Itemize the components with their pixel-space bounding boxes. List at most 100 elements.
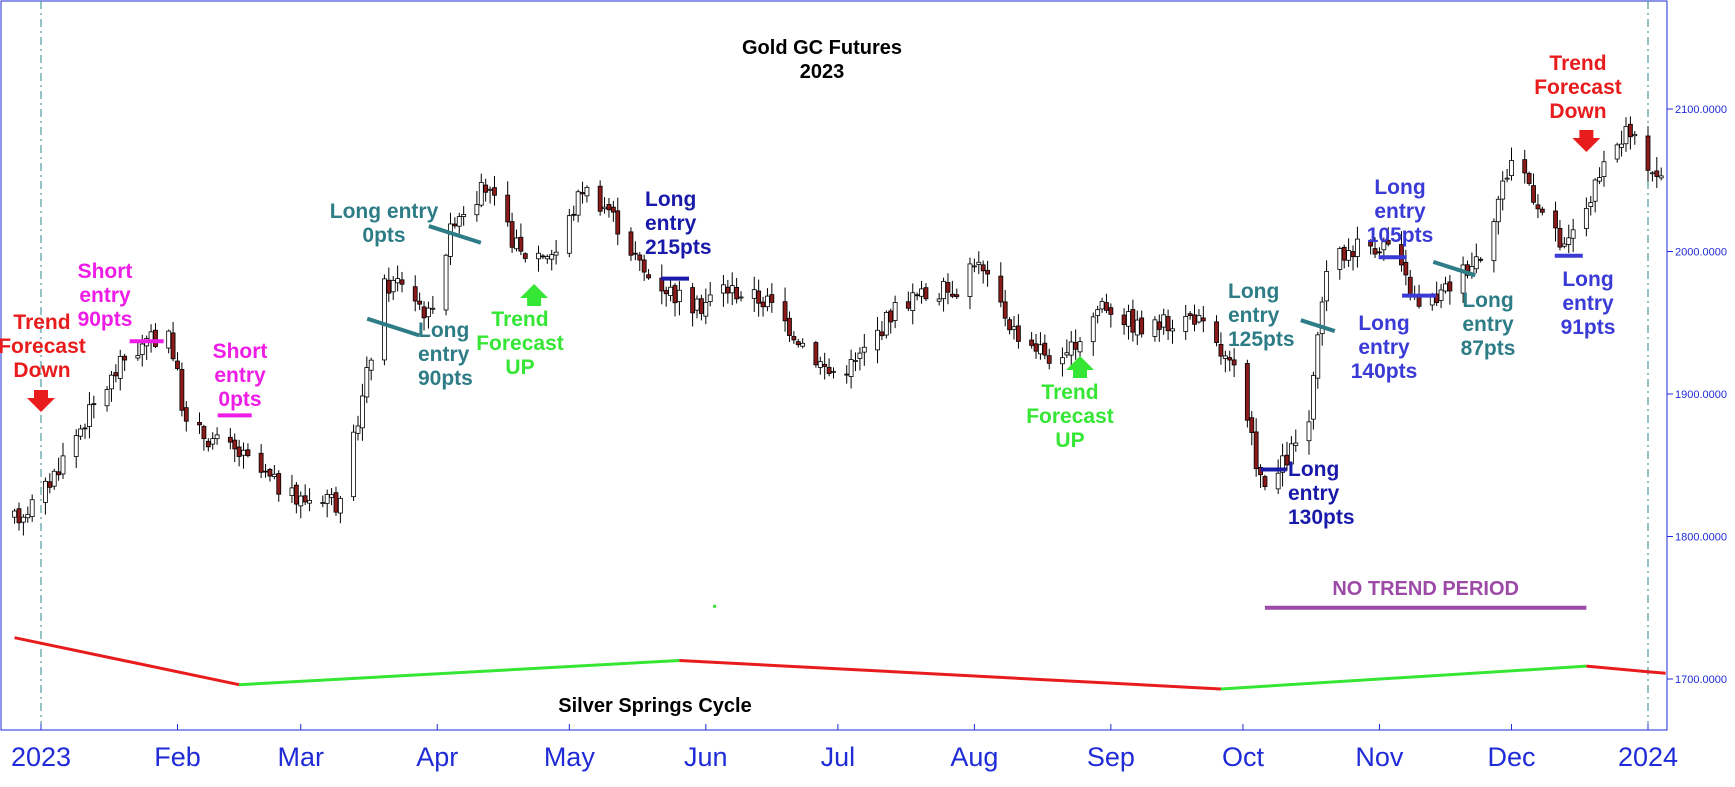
annotation-line: 215pts <box>645 236 712 259</box>
candle-body <box>822 363 828 367</box>
candle-body <box>351 431 356 498</box>
candle-body <box>1306 421 1312 442</box>
candle-body <box>1522 159 1528 174</box>
candle-body <box>1002 301 1008 319</box>
annotation: Long entry 91pts <box>1554 253 1615 339</box>
candle-body <box>364 367 370 398</box>
no-trend-label: NO TREND PERIOD <box>1332 578 1519 600</box>
candle-body <box>1214 321 1219 343</box>
candle-body <box>606 204 612 211</box>
candle-body <box>1460 264 1466 294</box>
annotation-text: Long entry 125pts <box>1228 280 1295 351</box>
annotation-line: UP <box>1055 429 1084 452</box>
candle-body <box>1473 256 1479 270</box>
candle-body <box>474 204 480 216</box>
candle-body <box>1561 243 1567 247</box>
candle-body <box>1597 177 1602 182</box>
candle-body <box>672 285 678 304</box>
annotation: Long entry 0pts <box>330 200 482 247</box>
cycle-label: Silver Springs Cycle <box>558 695 751 717</box>
candle-body <box>580 192 585 195</box>
y-axis: 2100.0000 2000.0000 1900.0000 1800.0000 1700… <box>1667 104 1727 686</box>
candle-body <box>1627 123 1633 138</box>
annotation-line: Short <box>78 260 133 283</box>
candle-body <box>1632 133 1638 137</box>
candle-body <box>857 352 863 359</box>
candle-body <box>1060 357 1065 365</box>
candle-body <box>1095 309 1101 317</box>
candle-body <box>1491 221 1497 262</box>
candle-body <box>109 374 114 390</box>
annotation: Trend Forecast Down <box>1534 52 1622 152</box>
annotation-line: entry <box>79 284 131 307</box>
annotation-line: Forecast <box>1026 405 1114 428</box>
candle-body <box>1046 355 1052 364</box>
candle-body <box>1200 317 1206 322</box>
annotation: Trend Forecast UP <box>1026 356 1114 452</box>
candle-body <box>690 287 696 314</box>
candle-body <box>1090 316 1096 343</box>
candle-body <box>1284 454 1290 466</box>
candle-body <box>1126 311 1131 327</box>
annotation-text: Trend Forecast Down <box>0 311 86 382</box>
annotation-text: Long entry 87pts <box>1461 289 1516 360</box>
cycle-line <box>14 604 1666 691</box>
candle-body <box>1139 317 1145 335</box>
candle-body <box>368 359 374 371</box>
annotation-line: Long <box>1462 289 1513 312</box>
candle-body <box>791 336 797 341</box>
candle-body <box>478 181 484 206</box>
candle-body <box>1130 309 1136 333</box>
candle-body <box>1650 172 1655 175</box>
entry-marker <box>1300 318 1336 333</box>
candle-body <box>293 484 299 505</box>
candle-body <box>337 497 343 514</box>
annotation-line: Long <box>645 188 696 211</box>
candle-body <box>113 372 119 377</box>
candle-body <box>82 427 88 430</box>
candle-body <box>831 370 836 373</box>
candle-body <box>1165 316 1171 332</box>
candle-body <box>1658 175 1664 179</box>
candle-body <box>1566 237 1572 245</box>
candle-body <box>1244 363 1250 421</box>
candle-body <box>236 446 242 457</box>
candle-body <box>1280 455 1285 473</box>
candle-body <box>179 369 185 411</box>
candle-body <box>813 342 819 366</box>
candle-body <box>765 295 770 308</box>
candle-body <box>941 280 946 300</box>
annotation: Trend Forecast Down <box>0 311 86 412</box>
candle-body <box>566 215 572 254</box>
candle-body <box>584 186 590 197</box>
candle-body <box>1275 472 1281 490</box>
candle-body <box>553 251 559 256</box>
candle-body <box>1341 246 1347 261</box>
candle-body <box>1007 319 1013 331</box>
candle-body <box>205 440 211 448</box>
candle-body <box>1434 293 1440 304</box>
candle-body <box>135 355 141 359</box>
annotation-text: Trend Forecast UP <box>476 308 564 379</box>
candle-body <box>1623 126 1629 145</box>
candle-body <box>1619 143 1624 148</box>
candle-body <box>227 436 233 443</box>
candle-body <box>980 264 986 272</box>
candle-body <box>923 287 929 300</box>
annotation-line: Long <box>1228 280 1279 303</box>
candle-body <box>1288 443 1294 465</box>
candle-body <box>540 255 546 258</box>
candle-body <box>1526 172 1532 184</box>
candle-body <box>663 290 669 295</box>
annotation: Short entry 90pts <box>78 260 164 344</box>
annotation-line: entry <box>418 343 470 366</box>
annotation-line: 87pts <box>1461 337 1516 360</box>
candle-body <box>756 290 762 304</box>
candle-body <box>936 298 942 302</box>
candle-body <box>1038 344 1043 355</box>
candle-body <box>122 355 128 361</box>
candle-body <box>1377 251 1382 254</box>
annotation: Long entry 130pts <box>1260 458 1355 529</box>
candle-body <box>1319 301 1325 335</box>
candle-body <box>817 361 823 368</box>
